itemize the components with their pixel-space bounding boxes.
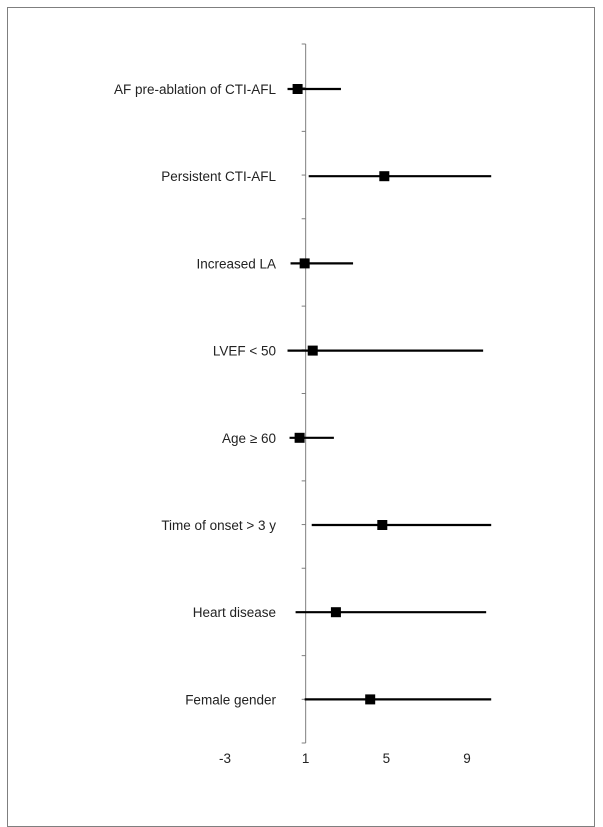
category-label: Increased LA (196, 256, 276, 271)
estimate-marker (294, 432, 305, 443)
estimate-marker (330, 607, 341, 618)
category-label: Heart disease (193, 605, 276, 620)
estimate-marker (299, 258, 310, 269)
category-label: Persistent CTI-AFL (161, 169, 276, 184)
category-label: Time of onset > 3 y (161, 518, 276, 533)
x-tick-label: -3 (219, 751, 231, 766)
axis-layer (301, 43, 307, 744)
labels-layer: -3 1 5 9 AF pre-ablation of CTI-AFL Persisten… (114, 82, 471, 766)
x-tick-label: 9 (463, 751, 471, 766)
estimate-marker (292, 84, 303, 94)
estimate-marker (379, 171, 390, 182)
category-label: Female gender (185, 692, 276, 707)
category-label: Age ≥ 60 (222, 431, 276, 446)
category-label: LVEF < 50 (213, 344, 276, 359)
category-label: AF pre-ablation of CTI-AFL (114, 82, 277, 97)
marks-layer (287, 84, 492, 705)
x-tick-label: 1 (302, 751, 310, 766)
estimate-marker (307, 345, 318, 356)
estimate-marker (377, 520, 388, 530)
estimate-marker (365, 694, 376, 705)
x-tick-label: 5 (383, 751, 391, 766)
